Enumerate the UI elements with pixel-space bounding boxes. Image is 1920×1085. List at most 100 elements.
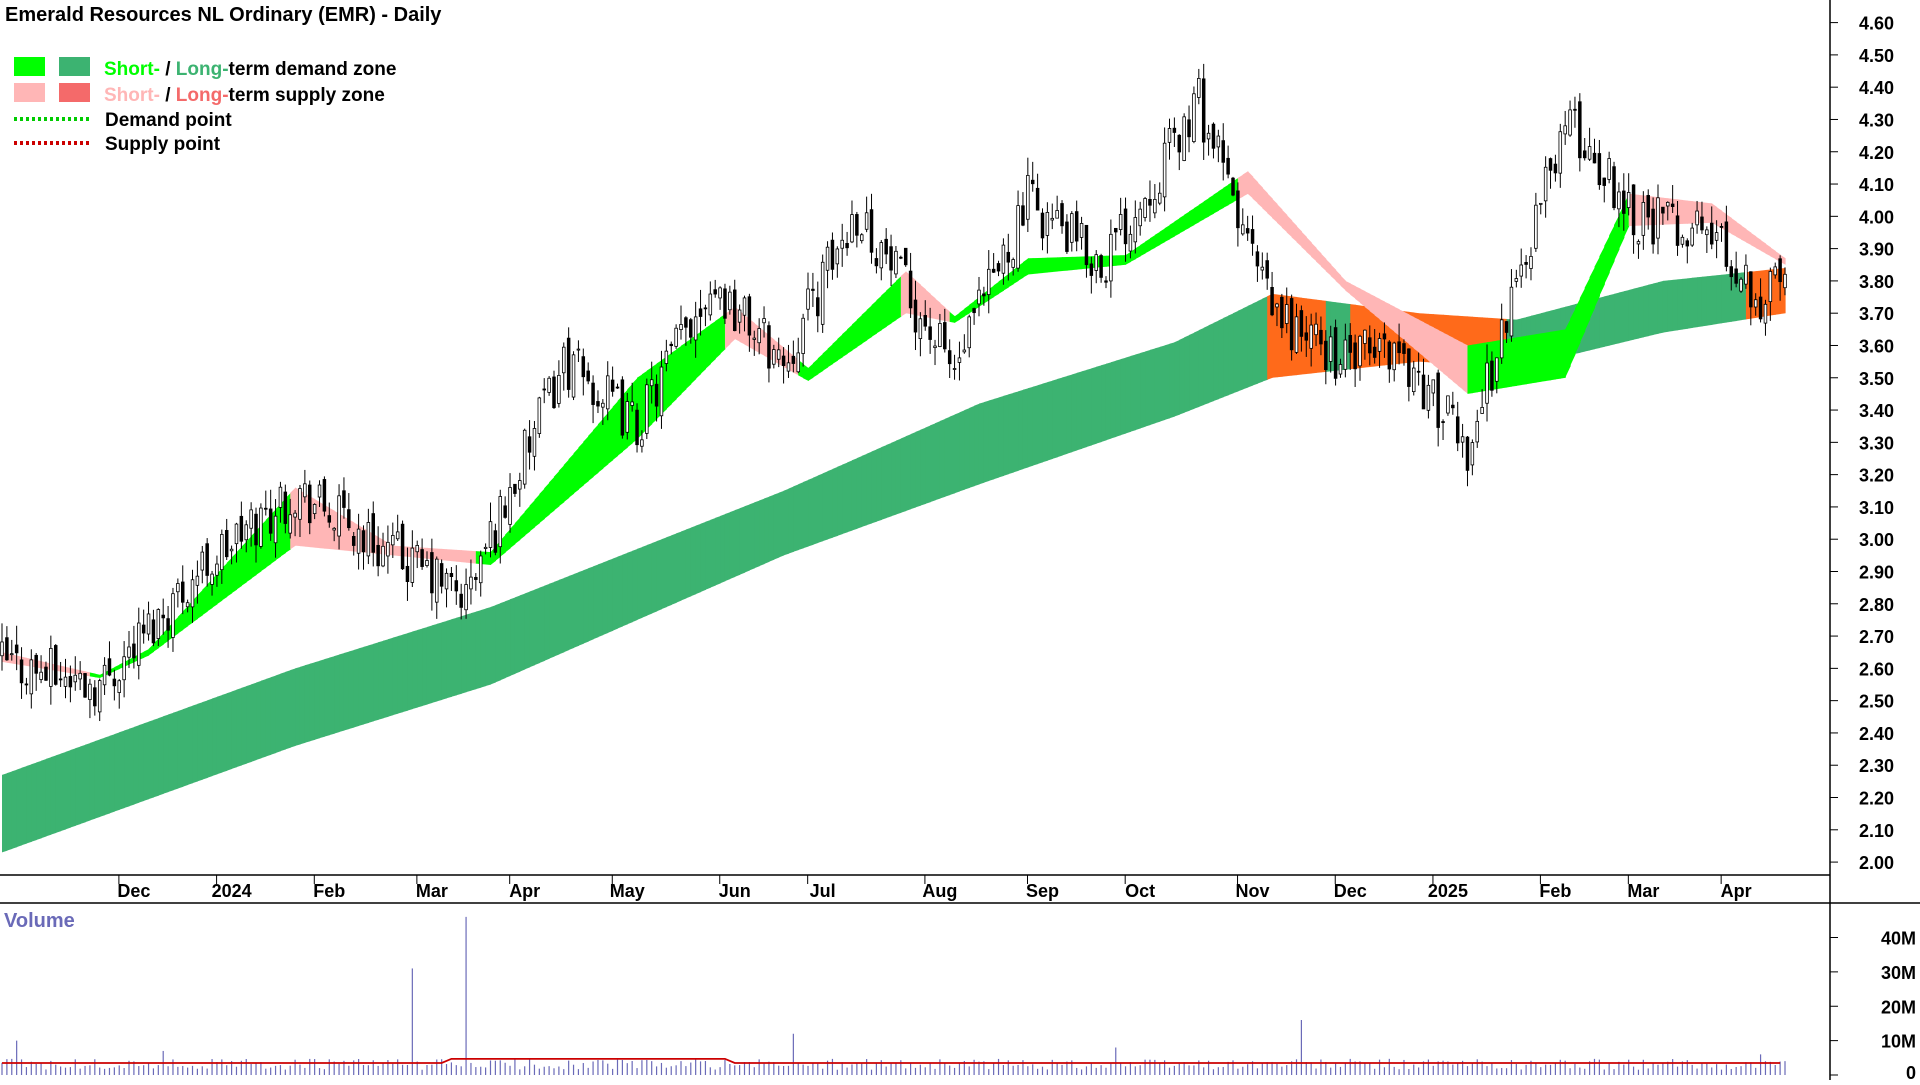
short-term-zone-segment [1711, 203, 1718, 226]
price-tick-label: 3.10 [1859, 498, 1894, 518]
long-term-zone-segment [588, 566, 594, 642]
short-term-zone-segment [1418, 319, 1425, 357]
candle-body [1783, 273, 1787, 289]
long-term-zone-segment [1311, 298, 1317, 374]
price-tick-label: 3.00 [1859, 530, 1894, 550]
candle-body [308, 484, 312, 524]
candle-body [141, 624, 146, 634]
long-term-zone-segment [866, 451, 873, 526]
candle-body [483, 546, 488, 549]
price-tick-label: 3.60 [1859, 336, 1894, 356]
short-term-zone-segment [70, 668, 76, 675]
short-term-zone-segment [856, 314, 863, 348]
candle-body [957, 357, 962, 363]
candle-body [1055, 210, 1059, 219]
long-term-zone-segment [676, 531, 682, 603]
candle-body [83, 673, 87, 698]
candle-body [1079, 223, 1084, 238]
short-term-zone-segment [1208, 194, 1215, 217]
long-term-zone-segment [837, 464, 843, 536]
short-term-zone-segment [944, 307, 951, 322]
candle-body [1026, 175, 1030, 220]
long-term-zone-segment [1003, 394, 1009, 476]
candle-body [1143, 198, 1147, 218]
short-term-zone-segment [1169, 221, 1175, 240]
candle-body [322, 479, 327, 512]
candle-body [820, 261, 825, 325]
long-term-zone-segment [1711, 275, 1718, 325]
candle-body [1675, 215, 1680, 246]
long-term-zone-segment [45, 757, 52, 837]
candle-body [1275, 303, 1279, 308]
long-term-zone-segment [1198, 327, 1205, 407]
short-term-zone-segment [1369, 293, 1376, 316]
candle-body [127, 646, 131, 658]
short-term-zone-segment [895, 276, 902, 320]
candle-body [630, 401, 634, 406]
price-tick-label: 3.70 [1859, 304, 1894, 324]
long-term-zone-segment [246, 684, 252, 764]
legend-demand-zone-label: Short- / Long-term demand zone [104, 59, 396, 80]
candle-body [1123, 208, 1128, 245]
candle-body [1753, 299, 1758, 308]
time-tick-label: Oct [1125, 881, 1155, 901]
candle-body [1343, 339, 1348, 370]
short-term-zone-segment [446, 549, 453, 562]
candle-body [1162, 142, 1167, 198]
long-term-zone-segment [519, 593, 526, 672]
short-term-zone-segment [1565, 318, 1571, 378]
candle-body [1328, 336, 1333, 362]
short-term-zone-segment [1389, 304, 1395, 332]
short-term-zone-segment [939, 302, 946, 321]
candle-body [679, 324, 683, 331]
candle-body [522, 429, 527, 485]
long-term-zone-segment [407, 631, 413, 711]
long-term-zone-segment [710, 517, 716, 588]
long-term-zone-segment [212, 696, 218, 777]
short-term-zone-segment [847, 324, 853, 354]
candle-body [1680, 236, 1685, 245]
price-tick-label: 2.80 [1859, 595, 1894, 615]
candle-body [801, 317, 805, 354]
long-term-zone-segment [553, 579, 560, 657]
long-term-zone-segment [832, 466, 838, 538]
candle-body [1245, 228, 1250, 234]
short-term-zone-segment [470, 550, 477, 564]
long-term-zone-segment [1086, 368, 1092, 448]
candle-body [249, 509, 253, 529]
candle-body [498, 496, 503, 548]
price-tick-label: 4.40 [1859, 78, 1894, 98]
long-term-zone-segment [954, 412, 961, 494]
short-term-zone-segment [290, 487, 296, 550]
long-term-zone-segment [207, 698, 213, 778]
long-term-zone-segment [734, 508, 741, 577]
long-term-zone-segment [451, 617, 457, 697]
candle-body [518, 480, 522, 490]
short-term-zone-segment [1281, 209, 1288, 233]
long-term-zone-segment [392, 636, 399, 716]
long-term-zone-segment [187, 705, 194, 785]
candle-body [283, 491, 288, 524]
short-term-zone-segment [817, 353, 824, 375]
time-tick-label: 2024 [212, 881, 252, 901]
long-term-zone-segment [1120, 357, 1127, 436]
short-term-zone-segment [1193, 204, 1200, 225]
long-term-zone-segment [153, 718, 159, 798]
short-term-zone-segment [549, 476, 555, 515]
price-tick-label: 4.10 [1859, 175, 1894, 195]
candle-body [625, 401, 630, 433]
price-tick-label: 2.20 [1859, 789, 1894, 809]
long-term-zone-segment [70, 748, 76, 828]
candle-body [1148, 198, 1152, 206]
candle-body [830, 239, 835, 270]
short-term-zone-segment [1443, 332, 1449, 378]
long-term-zone-segment [99, 737, 106, 817]
candle-body [44, 666, 48, 681]
candle-body [317, 484, 322, 498]
price-tick-label: 3.40 [1859, 401, 1894, 421]
long-term-zone-segment [793, 484, 799, 552]
candle-body [190, 579, 195, 608]
long-term-zone-segment [1110, 360, 1117, 439]
long-term-zone-segment [1267, 293, 1273, 380]
long-term-zone-segment [1145, 349, 1151, 427]
